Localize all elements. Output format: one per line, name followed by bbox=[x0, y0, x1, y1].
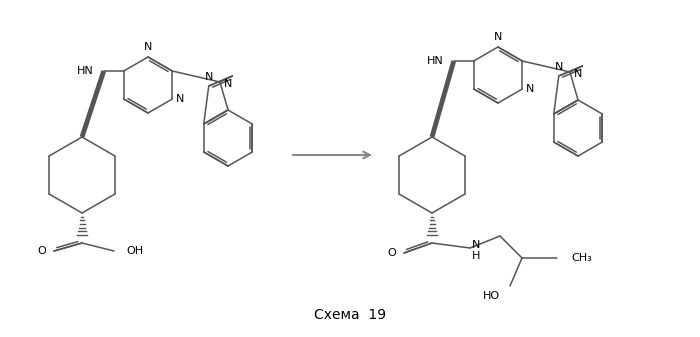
Text: N: N bbox=[144, 42, 152, 52]
Text: O: O bbox=[387, 248, 396, 258]
Text: HN: HN bbox=[77, 66, 94, 76]
Text: HO: HO bbox=[483, 291, 500, 301]
Text: OH: OH bbox=[126, 246, 143, 256]
Text: HN: HN bbox=[427, 56, 444, 66]
Text: N: N bbox=[526, 84, 534, 94]
Text: O: O bbox=[37, 246, 46, 256]
Text: N: N bbox=[574, 69, 582, 79]
Text: N: N bbox=[204, 72, 213, 82]
Text: N: N bbox=[224, 79, 232, 89]
Text: CH₃: CH₃ bbox=[571, 253, 592, 263]
Text: N: N bbox=[494, 32, 502, 42]
Text: N: N bbox=[176, 94, 184, 104]
Text: N: N bbox=[472, 240, 480, 250]
Text: H: H bbox=[472, 251, 480, 261]
Text: N: N bbox=[554, 62, 563, 72]
Text: Схема  19: Схема 19 bbox=[314, 308, 386, 322]
